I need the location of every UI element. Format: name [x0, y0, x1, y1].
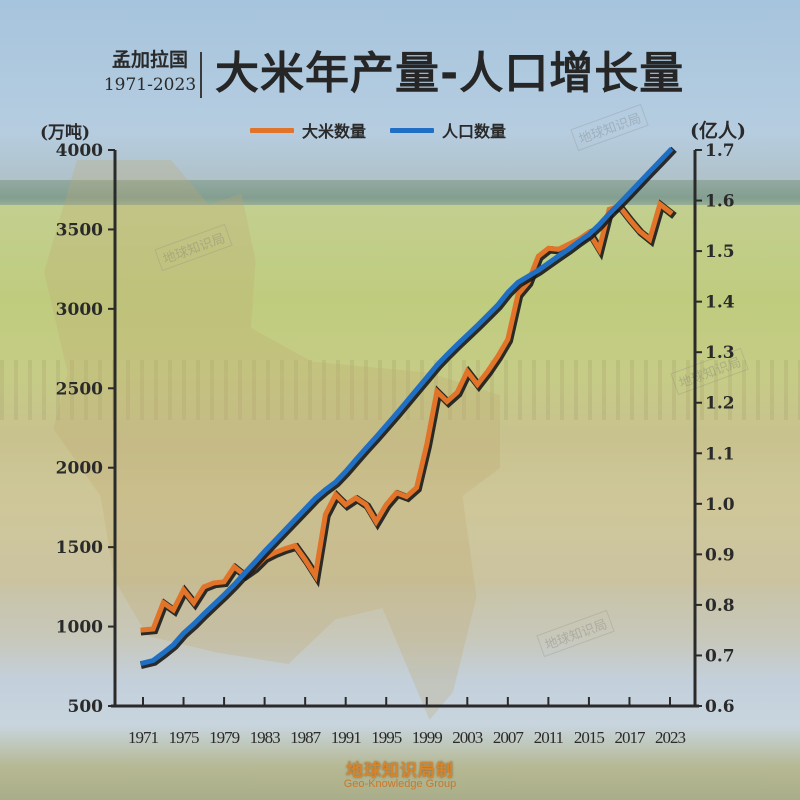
legend-item-population: 人口数量: [390, 118, 506, 142]
right-axis-tick-label: 1.1: [705, 444, 735, 464]
left-axis-tick-label: 3000: [56, 300, 103, 320]
background-water: [0, 585, 800, 800]
right-axis-unit: (亿人): [690, 120, 746, 142]
legend-label-population: 人口数量: [442, 122, 507, 141]
series-lines: [139, 146, 677, 670]
right-axis-tick-label: 0.8: [705, 596, 735, 616]
country-label: 孟加拉国: [111, 49, 188, 71]
title-subheader: 孟加拉国 1971-2023: [90, 48, 210, 104]
legend: 大米数量 人口数量: [250, 118, 506, 142]
axes: 4000 3500 3000 2500 2000 1500 1000 500 1.7 1.6 1.5…: [56, 141, 735, 747]
left-axis-tick-label: 2500: [56, 379, 103, 399]
x-axis-tick-label: 2003: [452, 728, 483, 747]
x-axis-tick-label: 2015: [574, 728, 605, 747]
rice-production-line-shadow: [140, 199, 677, 636]
year-range-label: 1971-2023: [103, 75, 197, 95]
right-axis-tick-label: 1.0: [705, 495, 735, 515]
x-axis-tick-label: 2011: [534, 728, 564, 747]
credit-english: Geo-Knowledge Group: [343, 778, 457, 790]
right-axis-tick-label: 0.9: [705, 545, 735, 565]
rice-production-line: [140, 199, 674, 633]
credit-chinese: 地球知识局制: [346, 761, 454, 781]
left-axis-tick-label: 1000: [56, 618, 103, 638]
left-axis-tick-label: 3500: [56, 220, 103, 240]
legend-label-rice: 大米数量: [302, 122, 367, 141]
x-axis-tick-label: 2023: [655, 728, 686, 747]
title-divider: [200, 52, 202, 98]
right-axis-tick-label: 1.2: [705, 394, 735, 414]
left-axis-tick-label: 1500: [56, 538, 103, 558]
x-axis-tick-label: 1971: [128, 728, 159, 747]
x-axis-tick-label: 1983: [250, 728, 281, 747]
x-axis-tick-label: 1979: [209, 728, 240, 747]
right-axis-tick-label: 0.7: [705, 646, 735, 666]
right-axis-tick-label: 1.6: [705, 192, 735, 212]
right-axis-tick-label: 1.7: [705, 141, 735, 161]
left-axis-unit: (万吨): [40, 123, 91, 143]
chart-title: 大米年产量-人口增长量: [215, 48, 685, 99]
right-axis-tick-label: 1.5: [705, 242, 735, 262]
x-axis-tick-label: 2017: [614, 728, 646, 747]
right-axis-tick-label: 1.4: [705, 293, 735, 313]
background-rice-field: [0, 205, 800, 585]
x-axis-tick-label: 1995: [371, 728, 402, 747]
legend-item-rice: 大米数量: [250, 118, 366, 142]
left-axis-tick-label: 500: [68, 697, 104, 717]
right-axis-tick-label: 0.6: [705, 697, 735, 717]
legend-swatch-rice: [250, 127, 294, 133]
left-axis-tick-label: 4000: [56, 141, 103, 161]
x-axis-tick-label: 2007: [493, 728, 525, 747]
x-axis-tick-label: 1987: [290, 728, 322, 747]
x-axis-tick-label: 1999: [412, 728, 443, 747]
population-line: [139, 146, 674, 667]
x-axis-tick-label: 1991: [331, 728, 362, 747]
left-axis-tick-label: 2000: [56, 459, 103, 479]
x-axis-tick-label: 1975: [169, 728, 200, 747]
right-axis-tick-label: 1.3: [705, 343, 735, 363]
legend-swatch-population: [390, 127, 435, 133]
